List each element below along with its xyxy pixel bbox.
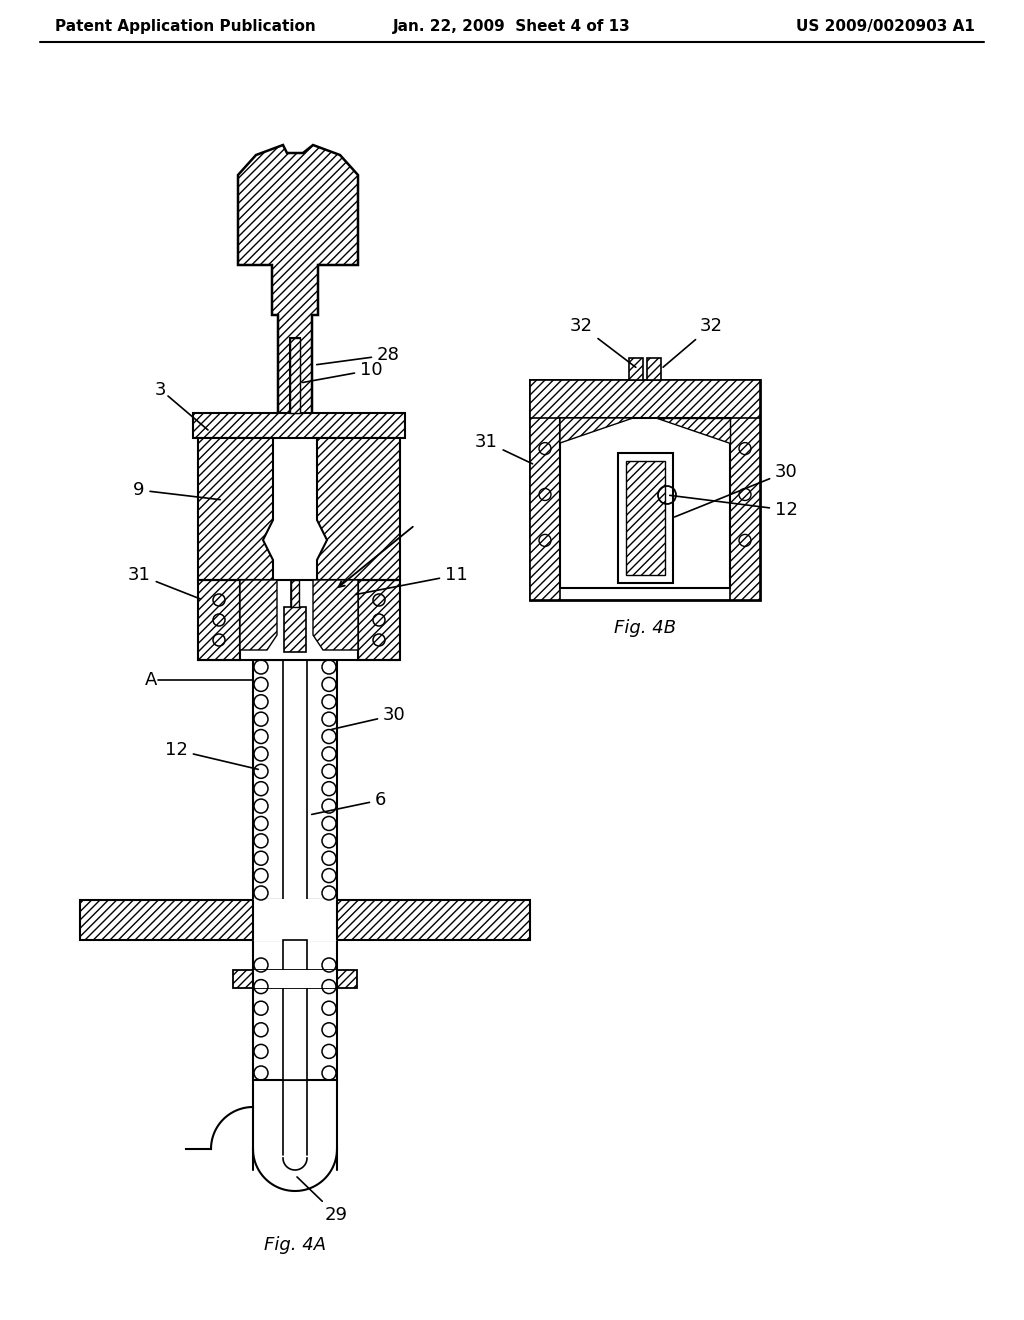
- Text: Jan. 22, 2009  Sheet 4 of 13: Jan. 22, 2009 Sheet 4 of 13: [393, 20, 631, 34]
- Bar: [626, 461, 665, 576]
- Text: 6: 6: [311, 791, 386, 814]
- Bar: [253, 899, 337, 941]
- Bar: [530, 380, 760, 601]
- Text: 28: 28: [316, 346, 400, 364]
- Polygon shape: [657, 418, 730, 444]
- Text: 3: 3: [155, 381, 167, 399]
- Text: 31: 31: [128, 566, 201, 599]
- Bar: [253, 970, 337, 987]
- Bar: [283, 660, 307, 900]
- Polygon shape: [198, 438, 273, 579]
- Text: 29: 29: [297, 1177, 348, 1224]
- Bar: [291, 579, 299, 607]
- Bar: [233, 970, 357, 987]
- Text: 10: 10: [303, 360, 383, 383]
- Text: 32: 32: [664, 317, 723, 367]
- Bar: [80, 900, 530, 940]
- Text: Fig. 4B: Fig. 4B: [614, 619, 676, 638]
- Text: 30: 30: [332, 706, 406, 730]
- Polygon shape: [238, 145, 358, 414]
- Text: 32: 32: [570, 317, 636, 367]
- Bar: [530, 380, 760, 418]
- Bar: [290, 338, 300, 413]
- Bar: [647, 358, 662, 380]
- Bar: [730, 380, 760, 601]
- Text: 30: 30: [675, 463, 798, 517]
- Bar: [253, 940, 337, 1080]
- Polygon shape: [313, 579, 358, 649]
- Bar: [283, 940, 307, 1080]
- Text: 31: 31: [475, 433, 532, 463]
- Bar: [198, 579, 240, 660]
- Bar: [530, 380, 560, 601]
- Polygon shape: [560, 418, 633, 444]
- Text: 11: 11: [355, 566, 468, 594]
- Text: US 2009/0020903 A1: US 2009/0020903 A1: [796, 20, 975, 34]
- Bar: [290, 338, 300, 413]
- Text: Fig. 4A: Fig. 4A: [264, 1236, 326, 1254]
- Polygon shape: [317, 438, 400, 579]
- Bar: [291, 579, 299, 607]
- Polygon shape: [240, 579, 278, 649]
- Bar: [618, 453, 673, 583]
- Text: Patent Application Publication: Patent Application Publication: [55, 20, 315, 34]
- Text: 12: 12: [670, 495, 798, 519]
- Text: A: A: [145, 671, 158, 689]
- Bar: [240, 579, 358, 660]
- Bar: [560, 418, 730, 587]
- Text: 9: 9: [133, 480, 220, 500]
- Text: 12: 12: [165, 741, 258, 770]
- Bar: [358, 579, 400, 660]
- Bar: [193, 413, 406, 438]
- Bar: [629, 358, 643, 380]
- Bar: [253, 660, 337, 900]
- Bar: [284, 607, 306, 652]
